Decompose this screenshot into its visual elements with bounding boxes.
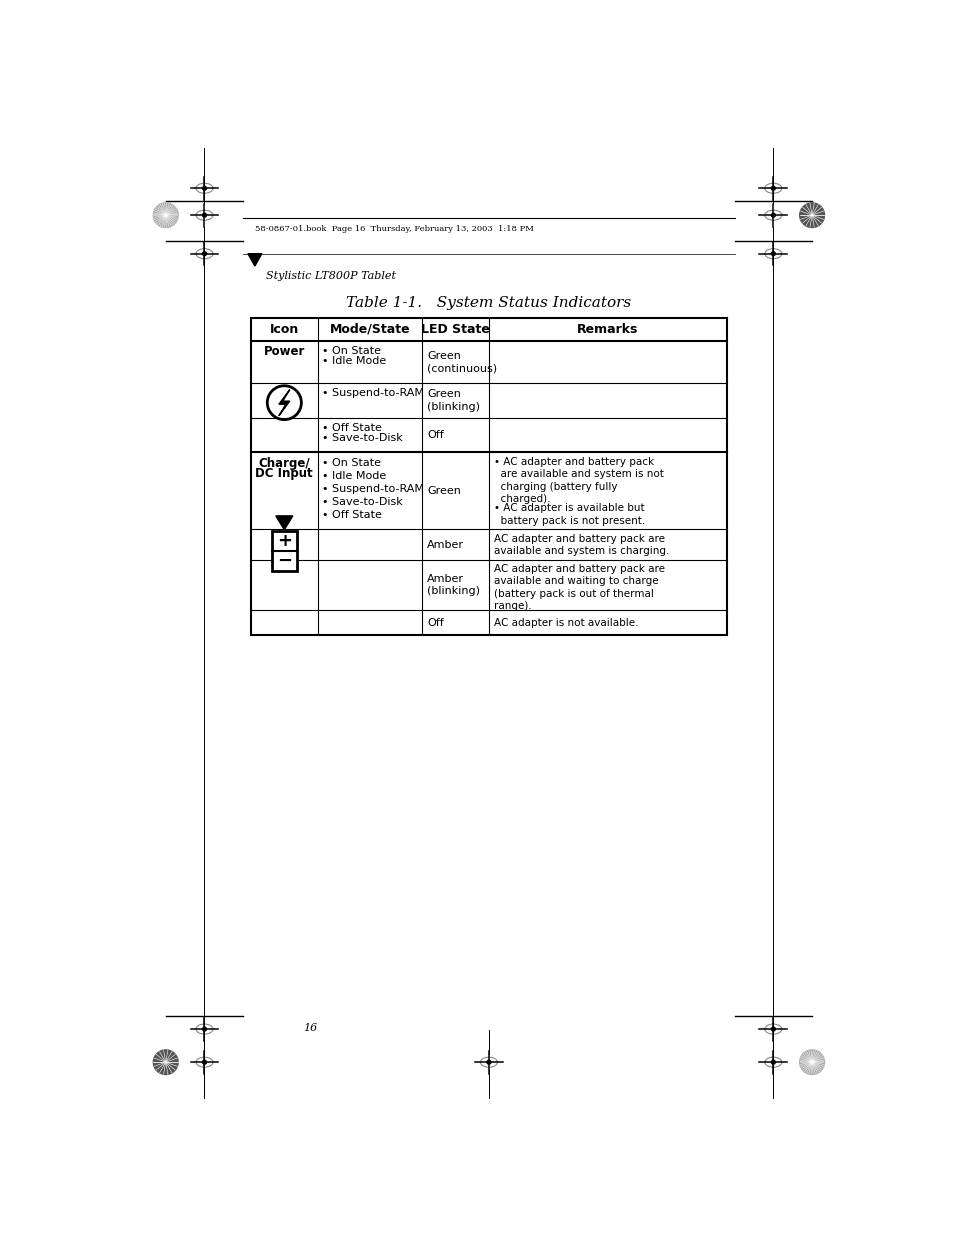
Text: • Idle Mode: • Idle Mode xyxy=(322,356,386,366)
Circle shape xyxy=(202,1028,206,1031)
Text: Mode/State: Mode/State xyxy=(330,322,410,336)
Text: Stylistic LT800P Tablet: Stylistic LT800P Tablet xyxy=(266,270,396,280)
Text: Icon: Icon xyxy=(270,322,298,336)
Polygon shape xyxy=(278,389,290,416)
Polygon shape xyxy=(248,253,261,266)
Text: Table 1-1.   System Status Indicators: Table 1-1. System Status Indicators xyxy=(346,296,631,310)
Circle shape xyxy=(202,186,206,190)
Text: LED State: LED State xyxy=(420,322,490,336)
Text: Amber
(blinking): Amber (blinking) xyxy=(427,574,479,597)
Circle shape xyxy=(202,1061,206,1065)
Text: • Suspend-to-RAM: • Suspend-to-RAM xyxy=(322,389,424,399)
Circle shape xyxy=(771,252,775,256)
Text: Charge/: Charge/ xyxy=(258,457,310,471)
Text: • Off State: • Off State xyxy=(322,510,382,520)
Circle shape xyxy=(799,1050,823,1074)
Text: Green: Green xyxy=(427,485,460,495)
Text: Power: Power xyxy=(263,346,305,358)
Text: AC adapter and battery pack are
available and waiting to charge
(battery pack is: AC adapter and battery pack are availabl… xyxy=(493,564,664,611)
Circle shape xyxy=(202,214,206,217)
Circle shape xyxy=(771,186,775,190)
Text: • Save-to-Disk: • Save-to-Disk xyxy=(322,433,402,443)
Circle shape xyxy=(771,214,775,217)
Circle shape xyxy=(153,203,178,227)
Circle shape xyxy=(486,1061,491,1065)
Text: • Idle Mode: • Idle Mode xyxy=(322,471,386,480)
Polygon shape xyxy=(275,516,293,530)
Text: • Off State: • Off State xyxy=(322,424,382,433)
Circle shape xyxy=(153,1050,178,1074)
Text: Amber: Amber xyxy=(427,540,463,550)
Bar xyxy=(251,317,726,635)
Text: AC adapter is not available.: AC adapter is not available. xyxy=(493,618,638,627)
Text: • Suspend-to-RAM: • Suspend-to-RAM xyxy=(322,484,424,494)
Circle shape xyxy=(202,252,206,256)
Text: • Save-to-Disk: • Save-to-Disk xyxy=(322,496,402,508)
Text: • AC adapter is available but
  battery pack is not present.: • AC adapter is available but battery pa… xyxy=(493,503,644,526)
Circle shape xyxy=(771,1028,775,1031)
Text: Remarks: Remarks xyxy=(577,322,638,336)
Text: AC adapter and battery pack are
available and system is charging.: AC adapter and battery pack are availabl… xyxy=(493,534,668,556)
Text: −: − xyxy=(276,552,292,571)
Text: Off: Off xyxy=(427,618,443,627)
Text: • On State: • On State xyxy=(322,346,381,356)
Circle shape xyxy=(771,1061,775,1065)
Circle shape xyxy=(799,203,823,227)
Text: • On State: • On State xyxy=(322,458,381,468)
Text: Green
(blinking): Green (blinking) xyxy=(427,389,479,411)
Text: Green
(continuous): Green (continuous) xyxy=(427,351,497,373)
Text: 58-0867-01.book  Page 16  Thursday, February 13, 2003  1:18 PM: 58-0867-01.book Page 16 Thursday, Februa… xyxy=(254,225,533,233)
Text: +: + xyxy=(276,532,292,551)
Bar xyxy=(272,531,296,572)
Text: Off: Off xyxy=(427,430,443,440)
Text: • AC adapter and battery pack
  are available and system is not
  charging (batt: • AC adapter and battery pack are availa… xyxy=(493,457,662,504)
Text: 16: 16 xyxy=(303,1024,317,1034)
Text: DC Input: DC Input xyxy=(255,467,313,480)
